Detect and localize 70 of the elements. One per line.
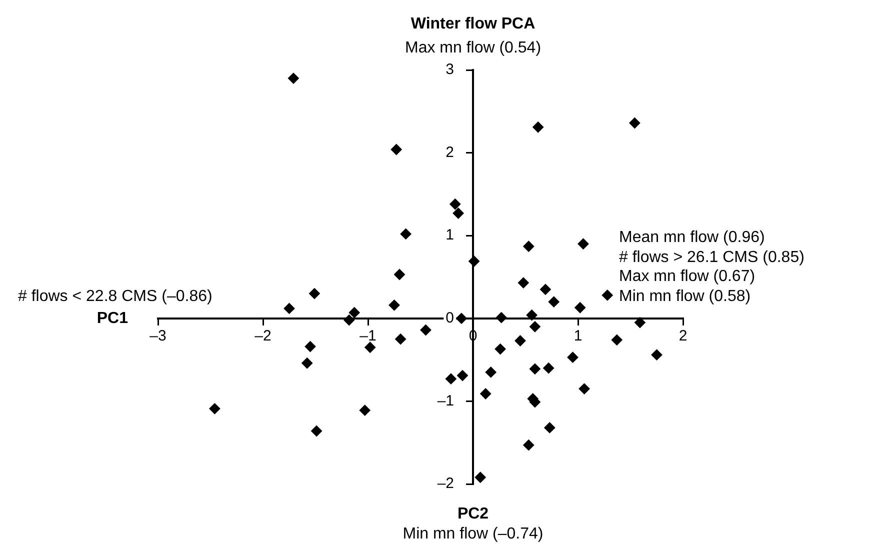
y-tick-label: 0: [446, 310, 454, 327]
point: [529, 363, 540, 374]
y-tick-label: –2: [437, 475, 454, 492]
point: [390, 144, 402, 155]
point: [496, 312, 507, 324]
point: [344, 314, 355, 326]
point: [532, 122, 544, 133]
point: [567, 352, 578, 363]
point: [634, 317, 646, 328]
x-tick-label: –1: [360, 328, 376, 345]
annotation: # flows < 22.8 CMS (–0.86): [18, 288, 212, 305]
text: Min mn flow (–0.74): [402, 525, 544, 542]
point: [544, 422, 556, 434]
point: [494, 344, 506, 355]
point: [540, 284, 551, 295]
point: [514, 335, 526, 346]
annotation: Min mn flow (0.58): [619, 288, 751, 305]
point: [602, 290, 613, 301]
annotation: # flows > 26.1 CMS (0.85): [619, 248, 804, 266]
point: [529, 321, 540, 332]
x-tick-label: 1: [574, 328, 582, 345]
point: [388, 300, 400, 311]
point: [445, 373, 456, 384]
point: [523, 440, 534, 451]
point: [450, 198, 461, 210]
chart-title: Winter flow PCA: [410, 15, 536, 32]
point: [468, 256, 480, 267]
point: [578, 383, 590, 394]
point: [308, 288, 320, 300]
y-tick-label: 3: [446, 61, 454, 78]
point: [611, 334, 622, 346]
text: Max mn flow (0.54): [404, 39, 542, 56]
point: [474, 472, 486, 483]
point: [548, 296, 560, 308]
point: [518, 277, 529, 288]
x-tick-label: –3: [150, 328, 166, 345]
point: [651, 349, 662, 360]
point: [480, 388, 492, 400]
point: [456, 312, 467, 324]
point: [457, 370, 468, 382]
point: [302, 358, 313, 369]
point: [364, 342, 376, 353]
point: [578, 238, 589, 250]
point: [304, 341, 316, 352]
annotation: Mean mn flow (0.96): [619, 228, 765, 246]
x-axis-title: PC1: [96, 310, 128, 327]
x-tick-label: 2: [678, 328, 688, 345]
y-tick-label: –1: [437, 392, 454, 410]
point: [485, 366, 496, 378]
point: [452, 208, 464, 219]
text: PC2: [457, 505, 489, 522]
y-tick-label: 1: [446, 226, 454, 244]
point: [359, 404, 370, 416]
point: [629, 117, 640, 128]
point: [395, 334, 406, 345]
point: [394, 269, 405, 280]
annotation: Max mn flow (0.67): [619, 268, 756, 285]
point: [288, 72, 299, 84]
point: [400, 228, 412, 240]
point: [543, 362, 554, 374]
point: [348, 307, 360, 318]
point: [284, 302, 295, 314]
x-tick-label: –2: [254, 328, 272, 345]
point: [209, 403, 220, 414]
y-tick-label: 2: [446, 144, 454, 161]
point: [420, 324, 432, 336]
point: [574, 302, 586, 314]
point: [526, 310, 538, 321]
point: [523, 240, 534, 252]
point: [311, 426, 322, 437]
